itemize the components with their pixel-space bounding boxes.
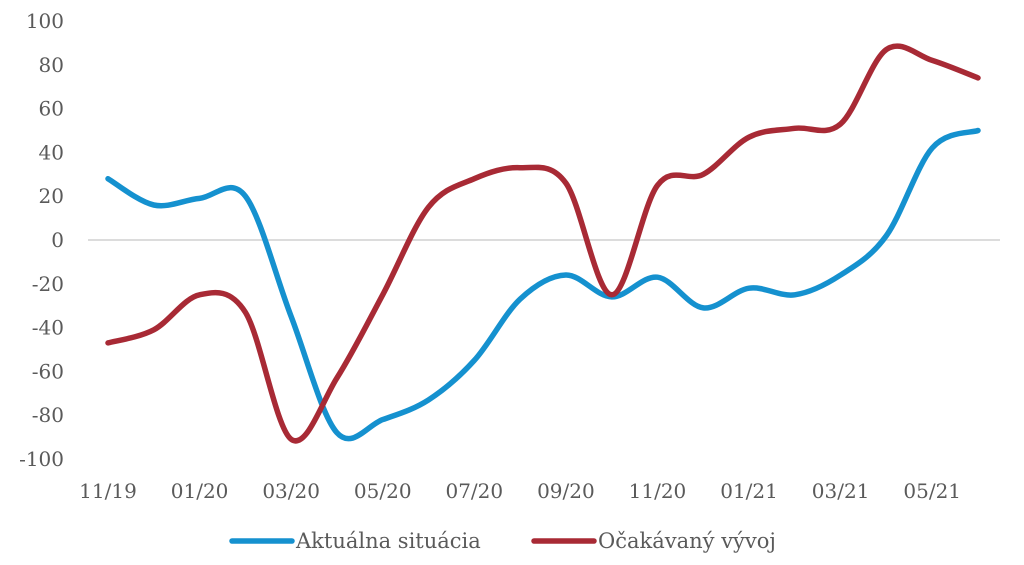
series-line-1 <box>105 127 981 442</box>
y-tick-label: -40 <box>32 316 64 340</box>
x-tick-label: 11/20 <box>629 479 687 503</box>
y-tick-label: -60 <box>32 359 64 383</box>
x-tick-label: 03/21 <box>812 479 870 503</box>
x-axis-ticks: 11/19 01/20 03/20 05/20 07/20 09/20 11/20 01/21… <box>79 479 961 503</box>
y-tick-label: -80 <box>32 403 64 427</box>
y-tick-label: 100 <box>26 9 64 33</box>
x-tick-label: 01/20 <box>171 479 229 503</box>
x-tick-label: 11/19 <box>79 479 137 503</box>
x-tick-label: 09/20 <box>537 479 595 503</box>
legend-label: Aktuálna situácia <box>295 529 481 553</box>
x-tick-label: 07/20 <box>445 479 503 503</box>
y-tick-label: 40 <box>39 140 64 164</box>
series-layer <box>105 43 981 444</box>
x-tick-label: 05/21 <box>903 479 961 503</box>
legend-label: Očakávaný vývoj <box>598 529 776 553</box>
y-tick-label: 0 <box>51 228 64 252</box>
series-line-2 <box>105 43 981 444</box>
y-axis-ticks: 100 80 60 40 20 0 -20 -40 -60 -80 -100 <box>19 9 64 471</box>
y-tick-label: -20 <box>32 272 64 296</box>
y-tick-label: -100 <box>19 447 64 471</box>
legend: Aktuálna situácia Očakávaný vývoj <box>229 529 776 553</box>
y-tick-label: 60 <box>39 97 64 121</box>
x-tick-label: 01/21 <box>720 479 778 503</box>
y-tick-label: 20 <box>39 184 64 208</box>
y-tick-label: 80 <box>39 53 64 77</box>
x-tick-label: 05/20 <box>354 479 412 503</box>
x-tick-label: 03/20 <box>262 479 320 503</box>
